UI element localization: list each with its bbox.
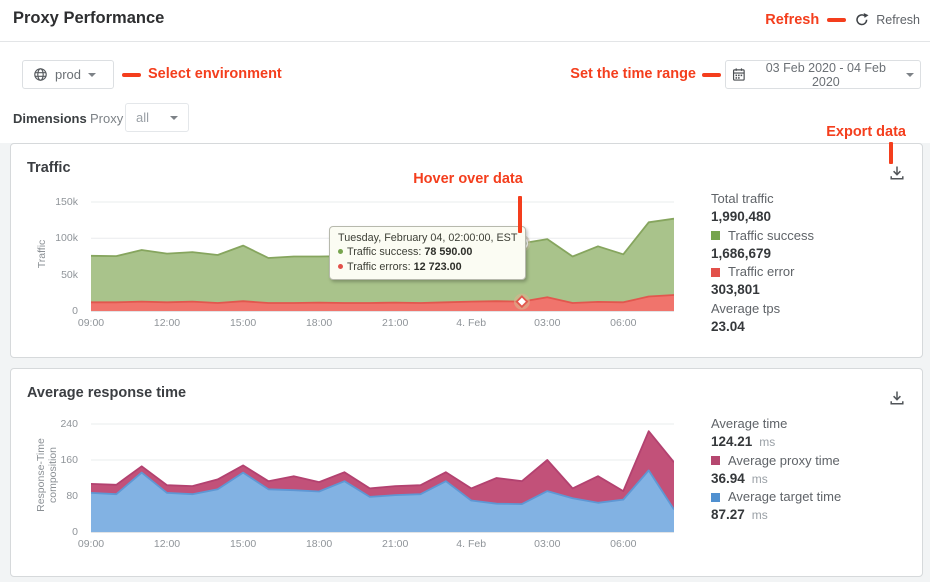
- annotation-hover-over-data: Hover over data: [413, 171, 523, 187]
- x-axis-tick: 4. Feb: [456, 538, 487, 550]
- x-axis-tick: 21:00: [382, 538, 409, 550]
- hover-marker-errors: [515, 295, 529, 309]
- refresh-button-label: Refresh: [876, 13, 920, 27]
- traffic-card: Traffic Hover over data Traffic 09:00 12:…: [10, 143, 923, 358]
- traffic-success-swatch: [711, 231, 720, 241]
- export-traffic-button[interactable]: [888, 164, 906, 182]
- chevron-down-icon: [88, 73, 97, 77]
- stat-value: 303,801: [711, 282, 760, 298]
- annotation-set-time-range: Set the time range: [570, 66, 696, 82]
- response-stats-panel: Average time 124.21 ms Average proxy time…: [711, 415, 921, 525]
- annotation-refresh-dash: [827, 18, 847, 22]
- x-axis-tick: 18:00: [305, 317, 333, 329]
- stat-value: 36.94 ms: [711, 470, 768, 486]
- response-time-chart[interactable]: 09:00 12:00 15:00 18:00 21:00 4. Feb 03:00 06:0…: [60, 418, 675, 550]
- download-icon: [890, 391, 904, 405]
- x-axis-tick: 12:00: [153, 317, 181, 329]
- success-bullet-icon: [338, 249, 343, 255]
- header-actions: Refresh Refresh: [765, 12, 920, 28]
- header-divider: [0, 41, 930, 42]
- environment-dropdown[interactable]: prod: [22, 60, 114, 89]
- chevron-down-icon: [170, 116, 178, 120]
- error-bullet-icon: [338, 263, 343, 269]
- response-y-axis-label: Response-Time composition: [35, 438, 59, 512]
- x-axis-tick: 15:00: [229, 538, 257, 550]
- response-time-card: Average response time Response-Time comp…: [10, 368, 923, 577]
- stat-label: Average target time: [711, 488, 921, 506]
- traffic-errors-line: [91, 294, 675, 304]
- y-axis-tick: 0: [72, 305, 78, 317]
- globe-icon: [34, 68, 47, 81]
- traffic-card-title: Traffic: [27, 160, 71, 176]
- proxy-dimension-label: Proxy: [90, 111, 124, 126]
- y-axis-tick: 100k: [55, 232, 78, 245]
- proxy-filter-dropdown[interactable]: all: [125, 103, 189, 132]
- annotation-select-env-dash: [122, 73, 141, 77]
- annotation-select-environment: Select environment: [148, 66, 282, 82]
- average-target-time-line: [90, 469, 675, 510]
- environment-value: prod: [55, 67, 82, 82]
- x-axis-tick: 06:00: [610, 317, 637, 329]
- download-icon: [890, 166, 904, 180]
- x-axis-tick: 09:00: [77, 538, 105, 550]
- x-axis-tick: 12:00: [153, 538, 181, 550]
- x-axis-tick: 06:00: [610, 538, 637, 550]
- x-axis-tick: 21:00: [382, 317, 409, 329]
- x-axis-tick: 18:00: [305, 538, 333, 550]
- x-axis-tick: 09:00: [77, 317, 105, 329]
- chart-tooltip: Tuesday, February 04, 02:00:00, EST Traf…: [329, 226, 527, 281]
- average-target-time-area: [91, 470, 674, 532]
- stat-label: Average proxy time: [711, 452, 921, 470]
- refresh-icon: [856, 12, 869, 26]
- y-axis-tick: 0: [72, 526, 78, 538]
- x-axis-tick: 15:00: [229, 317, 257, 329]
- stat-label: Average time: [711, 416, 788, 431]
- stat-label: Traffic error: [711, 263, 921, 281]
- stat-label: Average tps: [711, 300, 781, 316]
- refresh-button[interactable]: Refresh: [854, 12, 920, 28]
- tooltip-heading: Tuesday, February 04, 02:00:00, EST: [338, 232, 518, 244]
- proxy-filter-value: all: [136, 110, 150, 125]
- annotation-time-range-dash: [702, 73, 721, 77]
- average-response-time-chart-svg: [90, 423, 675, 533]
- stat-value: 1,686,679: [711, 245, 772, 261]
- response-card-title: Average response time: [27, 385, 187, 401]
- stat-label: Traffic success: [711, 227, 921, 245]
- tooltip-errors-line: Traffic errors: 12 723.00: [338, 260, 517, 274]
- target-time-swatch: [711, 492, 720, 502]
- date-range-value: 03 Feb 2020 - 04 Feb 2020: [765, 60, 886, 89]
- x-axis-tick: 4. Feb: [456, 317, 487, 329]
- y-axis-tick: 80: [66, 490, 78, 502]
- stat-label: Total traffic: [711, 191, 774, 206]
- annotation-hover-line: [518, 196, 522, 233]
- y-axis-tick: 150k: [55, 196, 78, 208]
- y-axis-tick: 240: [60, 418, 78, 430]
- stat-value: 23.04: [711, 319, 745, 335]
- x-axis-tick: 03:00: [534, 538, 561, 550]
- page-title: Proxy Performance: [13, 9, 165, 27]
- annotation-export-line: [889, 142, 893, 164]
- tooltip-success-line: Traffic success: 78 590.00: [338, 245, 517, 259]
- annotation-refresh: Refresh: [765, 12, 820, 28]
- annotation-export-data: Export data: [826, 124, 906, 140]
- proxy-time-swatch: [711, 456, 720, 466]
- export-response-button[interactable]: [888, 389, 906, 407]
- traffic-stats-panel: Total traffic 1,990,480 Traffic success …: [711, 190, 921, 336]
- calendar-icon: [732, 68, 745, 81]
- x-axis-tick: 03:00: [534, 317, 561, 329]
- stat-value: 87.27 ms: [711, 507, 768, 523]
- y-axis-tick: 50k: [61, 268, 78, 281]
- traffic-y-axis-label: Traffic: [36, 239, 48, 269]
- stat-value: 1,990,480: [711, 209, 772, 225]
- dimensions-label: Dimensions: [13, 111, 87, 126]
- traffic-error-swatch: [711, 267, 720, 277]
- date-range-picker[interactable]: 03 Feb 2020 - 04 Feb 2020: [725, 60, 921, 89]
- stat-value: 124.21 ms: [711, 434, 776, 450]
- average-proxy-time-line: [90, 430, 675, 492]
- chevron-down-icon: [906, 73, 914, 77]
- y-axis-tick: 160: [60, 454, 78, 466]
